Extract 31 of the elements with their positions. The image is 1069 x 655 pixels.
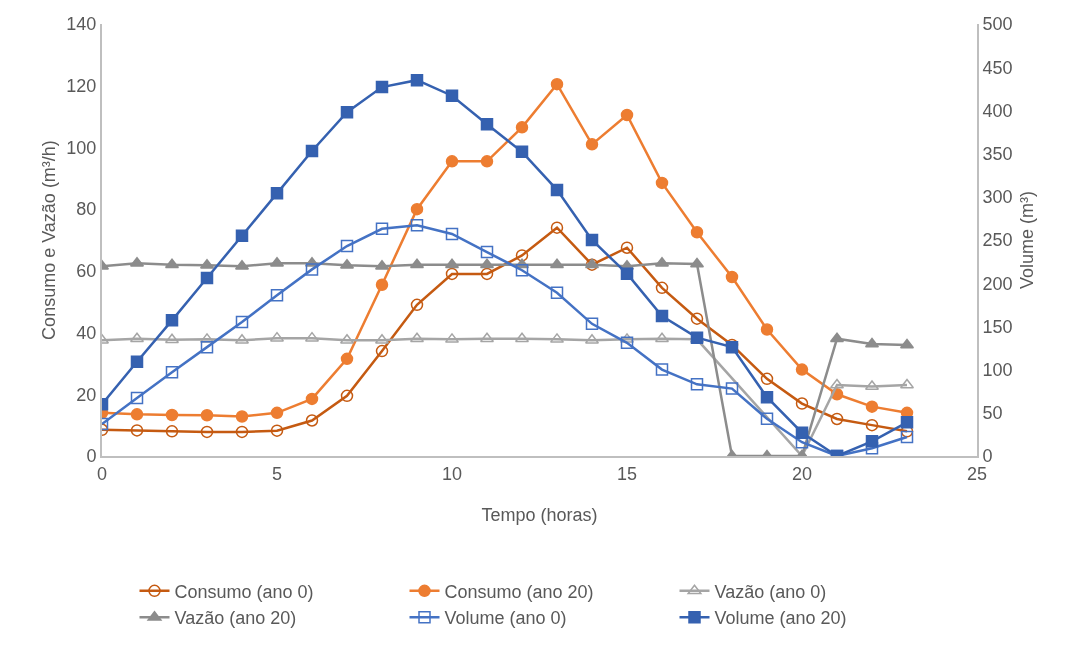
y-tick-label: 140 xyxy=(66,14,97,35)
x-tick-label: 10 xyxy=(441,463,463,484)
y-tick-label: 100 xyxy=(66,137,97,158)
y-tick-label: 0 xyxy=(86,446,97,467)
legend-label: Vazão (ano 20) xyxy=(174,608,297,629)
legend-label: Vazão (ano 0) xyxy=(714,581,827,602)
y2-tick-label: 100 xyxy=(982,359,1013,380)
y-tick-label: 80 xyxy=(76,199,97,220)
x-tick-label: 5 xyxy=(271,463,283,484)
y-tick-label: 20 xyxy=(76,384,97,405)
legend-label: Volume (ano 20) xyxy=(714,608,847,629)
x-tick-label: 15 xyxy=(616,463,638,484)
y2-tick-label: 150 xyxy=(982,316,1013,337)
y2-tick-label: 500 xyxy=(982,14,1013,35)
y2-tick-label: 300 xyxy=(982,187,1013,208)
legend-label: Consumo (ano 20) xyxy=(444,581,594,602)
legend-label: Volume (ano 0) xyxy=(444,608,567,629)
y2-tick-label: 50 xyxy=(982,403,1003,424)
y2-tick-label: 400 xyxy=(982,100,1013,121)
y-axis-title: Consumo e Vazão (m³/h) xyxy=(39,140,59,340)
y-tick-label: 60 xyxy=(76,261,97,282)
x-axis-title: Tempo (horas) xyxy=(481,505,598,525)
y2-tick-label: 200 xyxy=(982,273,1013,294)
x-tick-label: 20 xyxy=(791,463,813,484)
y2-tick-label: 450 xyxy=(982,57,1013,78)
y-tick-label: 40 xyxy=(76,322,97,343)
y-tick-label: 120 xyxy=(66,76,97,97)
legend-label: Consumo (ano 0) xyxy=(174,581,314,602)
y2-axis-title: Volume (m³) xyxy=(1017,190,1037,290)
y2-tick-label: 250 xyxy=(982,230,1013,251)
y2-tick-label: 350 xyxy=(982,143,1013,164)
